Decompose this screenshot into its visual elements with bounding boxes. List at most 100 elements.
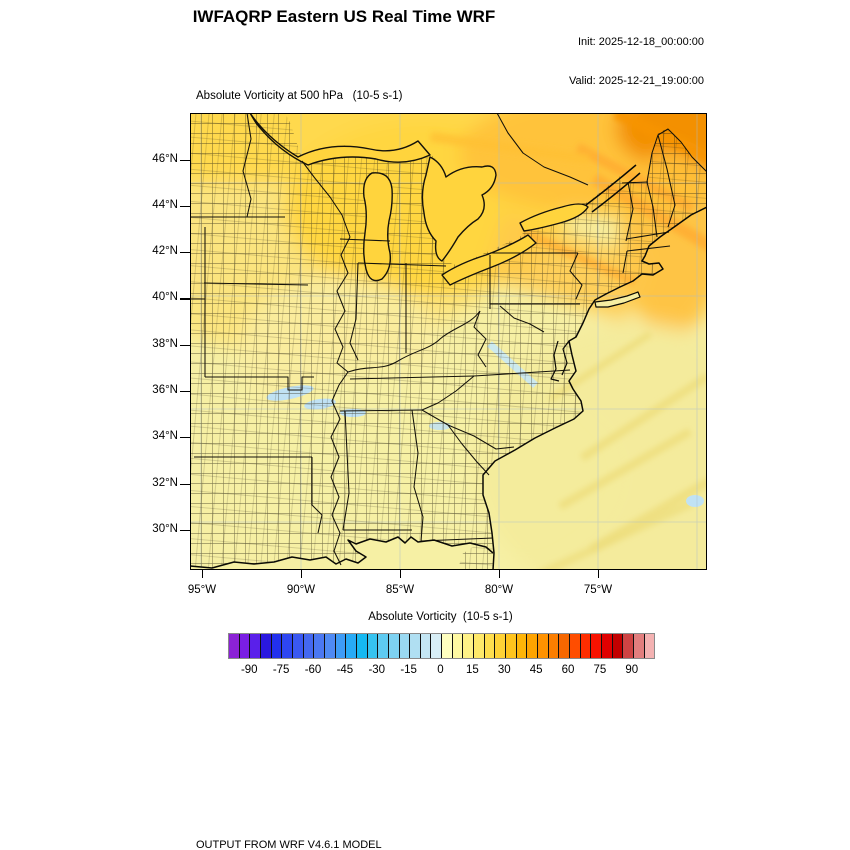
- lon-tick-label: 90°W: [286, 584, 316, 596]
- colorbar-segment: [229, 634, 239, 658]
- colorbar-segment: [238, 634, 250, 658]
- lat-tick-mark: [180, 344, 190, 346]
- lon-tick-mark: [202, 570, 204, 578]
- colorbar-segment: [249, 634, 260, 658]
- valid-time-label: Valid: 2025-12-21_19:00:00: [569, 75, 704, 87]
- colorbar-tick-label: -90: [240, 664, 258, 676]
- colorbar-segment: [579, 634, 591, 658]
- colorbar-segment: [483, 634, 495, 658]
- colorbar: [228, 633, 655, 659]
- lat-tick-label: 30°N: [152, 522, 178, 535]
- vorticity-map: [190, 113, 707, 570]
- lake-erie: [441, 234, 537, 286]
- map-frame: [190, 113, 707, 570]
- page-title: IWFAQRP Eastern US Real Time WRF: [192, 7, 496, 26]
- colorbar-tick-label: 60: [561, 664, 575, 676]
- colorbar-segment: [313, 634, 324, 658]
- lon-tick-mark: [499, 570, 501, 578]
- lon-tick-label: 75°W: [583, 584, 613, 596]
- colorbar-segment: [409, 634, 420, 658]
- colorbar-tick-label: 45: [529, 664, 543, 676]
- colorbar-segment: [302, 634, 314, 658]
- colorbar-tick-label: -60: [304, 664, 322, 676]
- colorbar-segment: [355, 634, 367, 658]
- colorbar-segment: [259, 634, 271, 658]
- colorbar-label: Absolute Vorticity (10-5 s-1): [368, 611, 513, 623]
- colorbar-segment: [366, 634, 378, 658]
- colorbar-segment: [270, 634, 282, 658]
- colorbar-segment: [334, 634, 346, 658]
- colorbar-segment: [345, 634, 356, 658]
- lat-tick-label: 40°N: [152, 291, 178, 304]
- colorbar-segment: [451, 634, 463, 658]
- lat-tick-mark: [180, 391, 190, 393]
- colorbar-tick-label: -75: [272, 664, 290, 676]
- colorbar-segment: [590, 634, 601, 658]
- colorbar-segment: [398, 634, 410, 658]
- colorbar-segment: [526, 634, 538, 658]
- great-lakes: [249, 113, 589, 286]
- lake-michigan: [362, 172, 393, 282]
- lon-tick-label: 85°W: [385, 584, 415, 596]
- lat-tick-mark: [180, 252, 190, 254]
- colorbar-tick-label: -30: [368, 664, 386, 676]
- colorbar-segment: [494, 634, 506, 658]
- lat-tick-mark: [180, 437, 190, 439]
- colorbar-tick-label: 90: [625, 664, 639, 676]
- colorbar-segment: [569, 634, 580, 658]
- colorbar-segment: [643, 634, 655, 658]
- colorbar-segment: [547, 634, 559, 658]
- footer-line-1: OUTPUT FROM WRF V4.6.1 MODEL: [196, 839, 382, 850]
- colorbar-segment: [515, 634, 527, 658]
- long-island: [594, 291, 641, 308]
- lat-tick-mark: [180, 529, 190, 532]
- lat-tick-label: 34°N: [152, 430, 178, 443]
- lake-ontario: [519, 203, 589, 232]
- colorbar-segment: [430, 634, 442, 658]
- lat-tick-label: 38°N: [152, 337, 178, 350]
- colorbar-segment: [441, 634, 452, 658]
- colorbar-segment: [377, 634, 388, 658]
- lat-tick-mark: [180, 205, 190, 207]
- lat-tick-label: 46°N: [152, 152, 178, 165]
- colorbar-segment: [505, 634, 516, 658]
- colorbar-tick-label: 0: [437, 664, 444, 676]
- lat-tick-label: 44°N: [152, 198, 178, 211]
- plot-title: Absolute Vorticity at 500 hPa (10-5 s-1): [196, 90, 403, 102]
- colorbar-segment: [600, 634, 612, 658]
- colorbar-segment: [611, 634, 623, 658]
- lat-tick-label: 42°N: [152, 245, 178, 258]
- lat-tick-mark: [180, 159, 190, 161]
- colorbar-segment: [419, 634, 431, 658]
- colorbar-tick-label: 30: [497, 664, 511, 676]
- init-time-label: Init: 2025-12-18_00:00:00: [578, 36, 704, 48]
- colorbar-segment: [622, 634, 633, 658]
- colorbar-segment: [291, 634, 303, 658]
- colorbar-segment: [281, 634, 292, 658]
- lake-superior: [249, 113, 431, 166]
- lat-tick-label: 36°N: [152, 384, 178, 396]
- colorbar-tick-label: 15: [465, 664, 479, 676]
- state-borders: [190, 113, 707, 566]
- run-info: Init: 2025-12-18_00:00:00 Valid: 2025-12…: [504, 10, 704, 114]
- lat-tick-mark: [180, 298, 190, 300]
- coastline: [190, 164, 707, 570]
- model-footer: OUTPUT FROM WRF V4.6.1 MODEL WE = 310 ; …: [196, 812, 629, 850]
- colorbar-segment: [323, 634, 335, 658]
- colorbar-segment: [387, 634, 399, 658]
- lon-tick-mark: [400, 570, 402, 578]
- lake-huron: [421, 156, 497, 262]
- colorbar-tick-label: -15: [400, 664, 417, 676]
- colorbar-segment: [537, 634, 548, 658]
- lon-tick-mark: [598, 570, 600, 578]
- lat-tick-mark: [180, 483, 190, 485]
- colorbar-segment: [473, 634, 484, 658]
- colorbar-tick-label: 75: [593, 664, 607, 676]
- lon-tick-mark: [301, 570, 303, 578]
- lon-tick-label: 95°W: [187, 584, 217, 596]
- lat-tick-label: 32°N: [152, 476, 178, 489]
- colorbar-tick-label: -45: [336, 664, 354, 676]
- colorbar-segment: [462, 634, 474, 658]
- colorbar-segment: [558, 634, 569, 658]
